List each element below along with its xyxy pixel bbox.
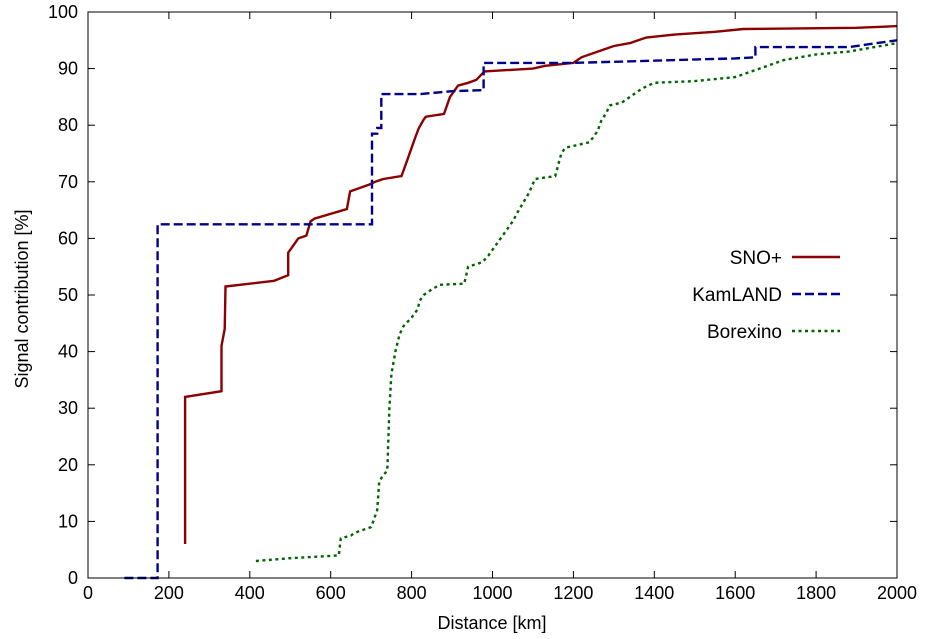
x-axis-title: Distance [km] <box>437 613 546 633</box>
x-tick-label: 1000 <box>472 583 512 603</box>
y-tick-label: 100 <box>48 2 78 22</box>
axes: 0 200 400 600 800 1000 1200 1400 1600 1800 2000 0 10… <box>48 2 917 603</box>
series-line-kamland <box>124 39 898 580</box>
y-tick-label: 40 <box>58 342 78 362</box>
legend-label: KamLAND <box>692 285 782 306</box>
legend: SNO+ KamLAND Borexino <box>692 248 840 343</box>
x-tick-label: 1800 <box>796 583 836 603</box>
x-tick-label: 1600 <box>715 583 755 603</box>
x-tick-label: 600 <box>316 583 346 603</box>
y-tick-label: 60 <box>58 228 78 248</box>
x-tick-label: 800 <box>397 583 427 603</box>
y-tick-label: 0 <box>68 568 78 588</box>
x-tick-label: 2000 <box>877 583 917 603</box>
y-tick-label: 30 <box>58 398 78 418</box>
x-tick-label: 400 <box>235 583 265 603</box>
x-tick-label: 1200 <box>553 583 593 603</box>
legend-label: SNO+ <box>730 248 782 269</box>
x-tick-label: 1400 <box>634 583 674 603</box>
series-line-sno- <box>183 24 898 544</box>
y-tick-label: 20 <box>58 455 78 475</box>
x-tick-label: 0 <box>83 583 93 603</box>
y-tick-label: 50 <box>58 285 78 305</box>
y-axis-title: Signal contribution [%] <box>12 209 32 388</box>
y-tick-label: 80 <box>58 115 78 135</box>
series-line-borexino <box>255 41 898 563</box>
plot-area <box>124 24 898 580</box>
y-tick-label: 10 <box>58 511 78 531</box>
y-tick-label: 70 <box>58 172 78 192</box>
y-tick-label: 90 <box>58 59 78 79</box>
legend-label: Borexino <box>707 322 782 343</box>
x-tick-label: 200 <box>154 583 184 603</box>
